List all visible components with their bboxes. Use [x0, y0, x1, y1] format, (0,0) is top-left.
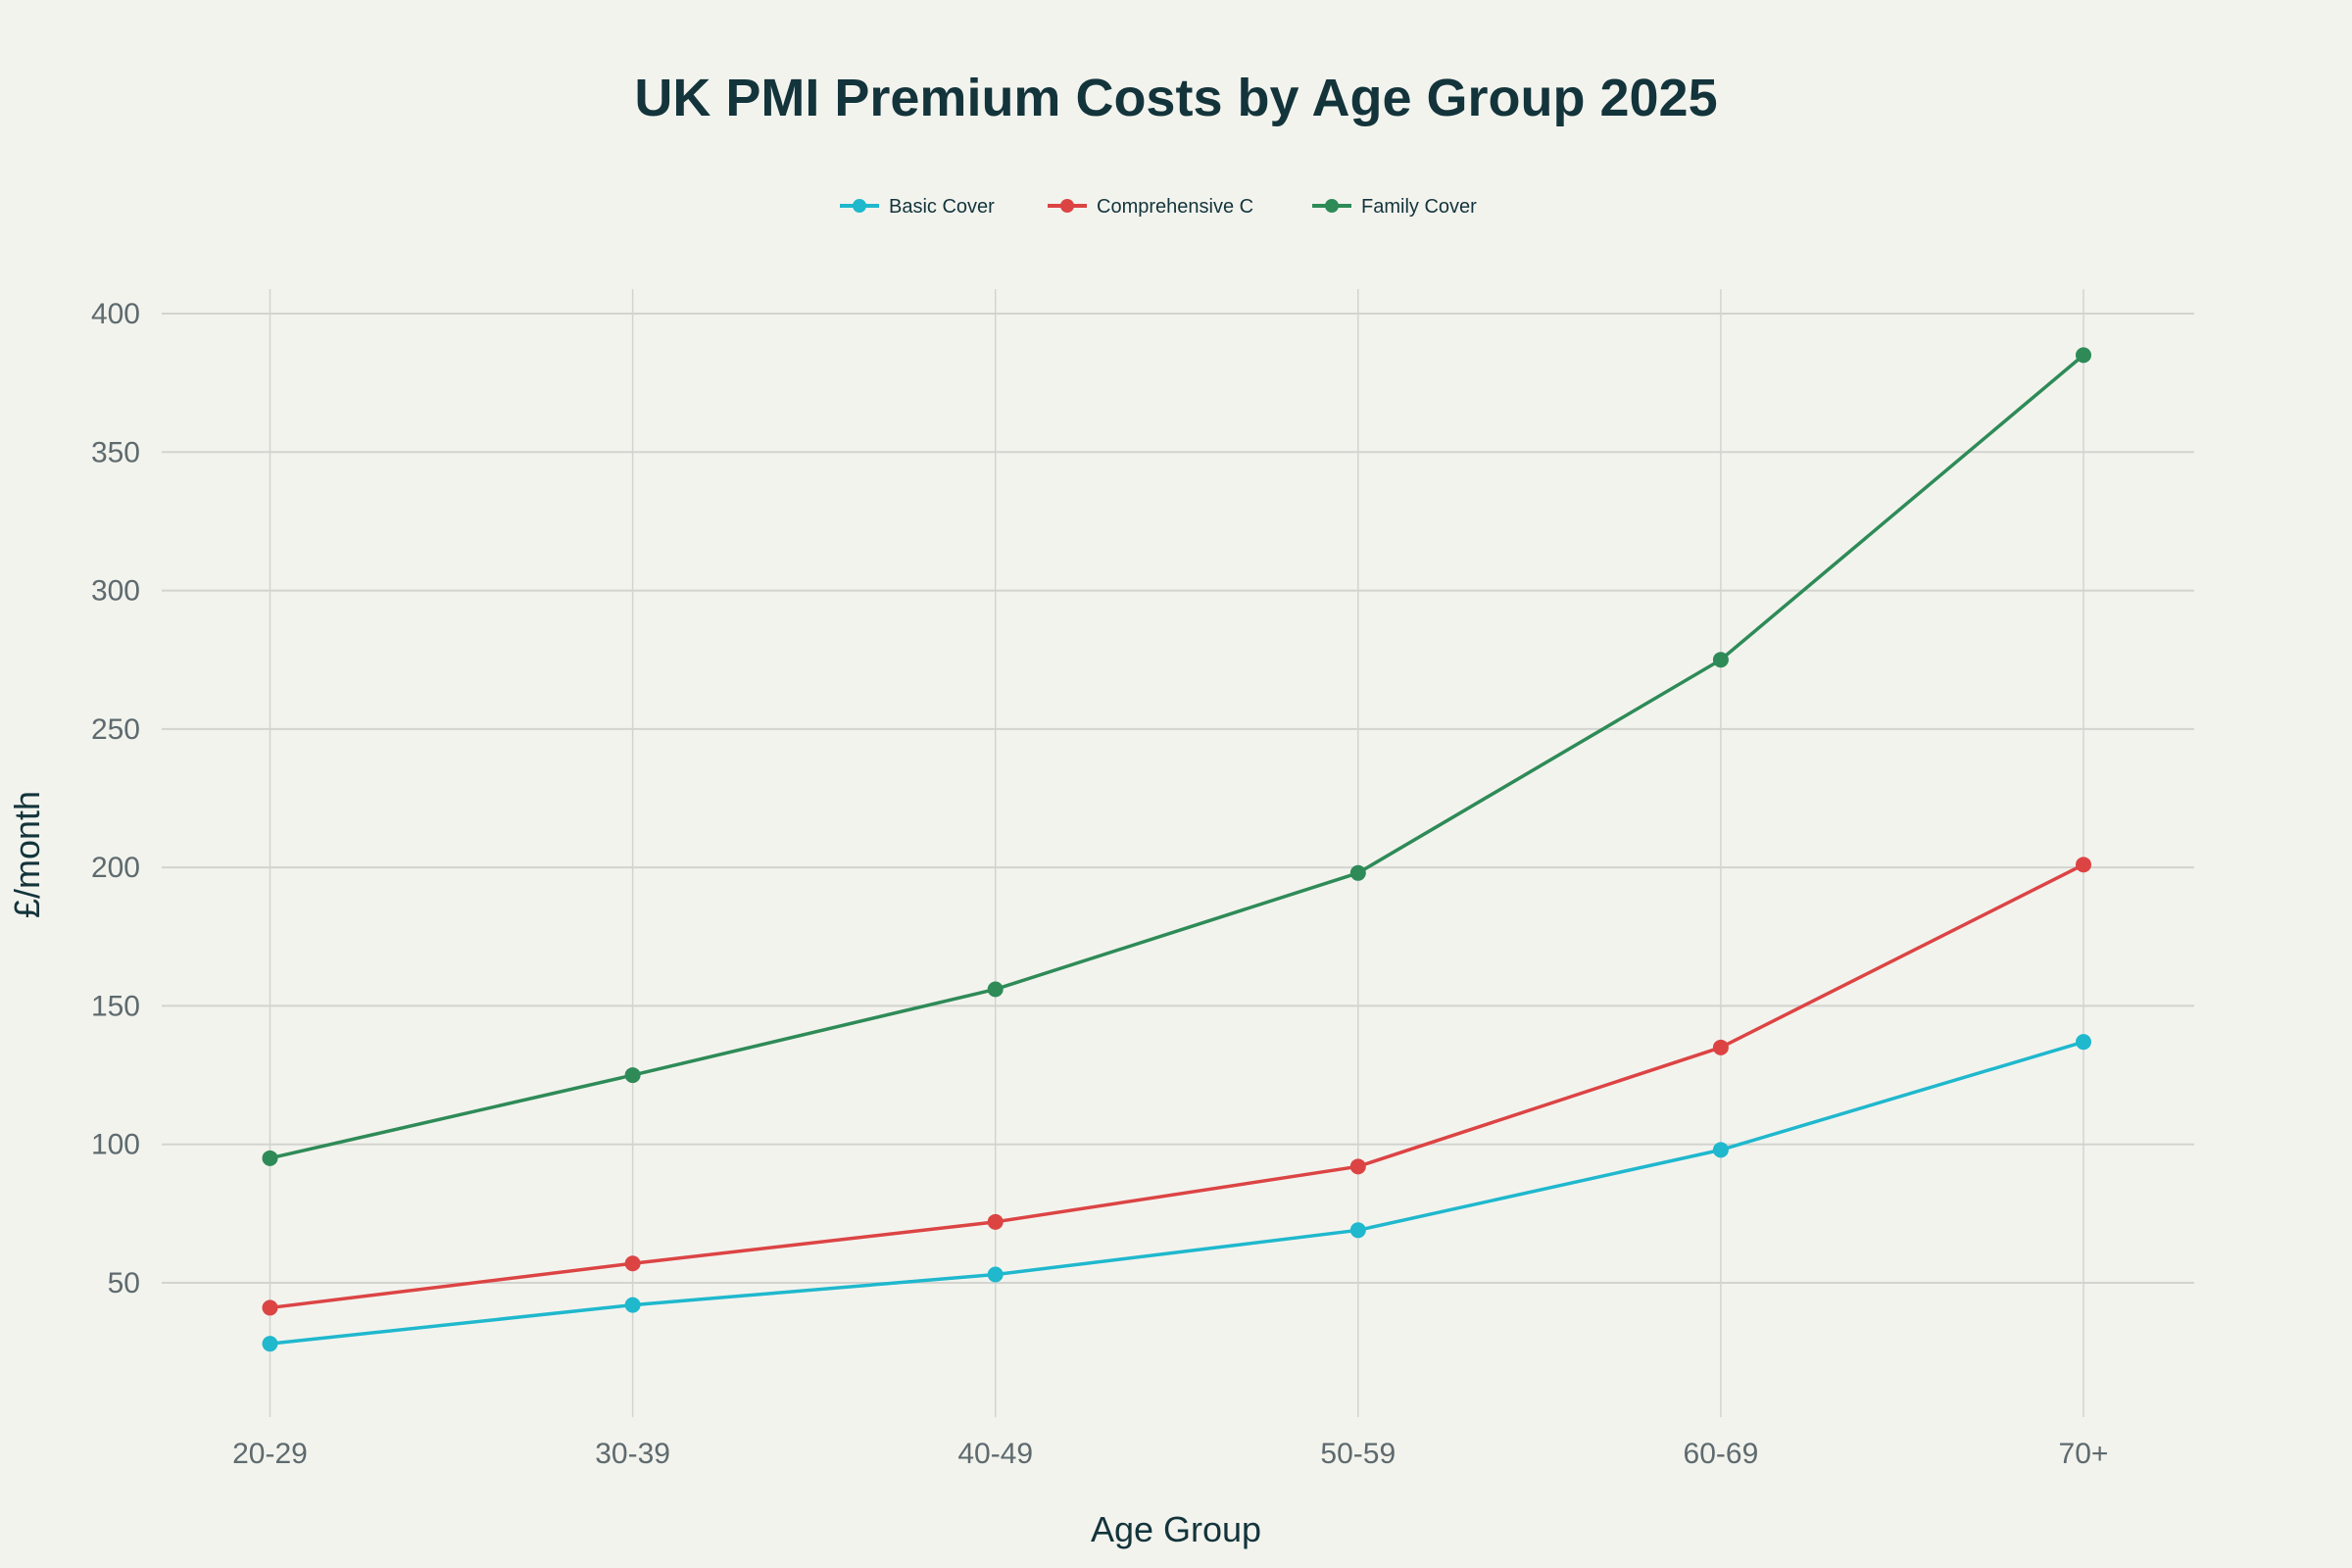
- data-point: [262, 1299, 278, 1316]
- data-point: [624, 1255, 641, 1272]
- legend: Basic Cover Comprehensive C Family Cover: [840, 196, 1477, 218]
- x-tick-label: 20-29: [232, 1438, 308, 1470]
- legend-marker-icon: [1325, 199, 1339, 213]
- legend-marker-icon: [1060, 199, 1074, 213]
- series-line: [270, 1040, 2084, 1346]
- legend-item: Family Cover: [1312, 196, 1477, 218]
- data-point: [624, 1297, 641, 1313]
- series-comprehensive-c: [262, 857, 2091, 1316]
- data-point: [262, 1150, 278, 1166]
- data-point: [1712, 652, 1729, 668]
- legend-label: Basic Cover: [889, 196, 995, 218]
- y-tick-label: 50: [108, 1267, 140, 1299]
- data-point: [987, 981, 1004, 998]
- y-axis-ticks: 50 100 150 200 250 300 350 400: [91, 298, 140, 1299]
- legend-item: Comprehensive C: [1048, 196, 1253, 218]
- chart-title: UK PMI Premium Costs by Age Group 2025: [634, 69, 1717, 127]
- data-point: [1349, 864, 1366, 881]
- data-point: [987, 1266, 1004, 1283]
- data-point: [624, 1067, 641, 1084]
- data-point: [1349, 1158, 1366, 1175]
- legend-marker-icon: [853, 199, 866, 213]
- series-line: [270, 354, 2085, 1160]
- data-point: [2076, 347, 2091, 364]
- x-tick-label: 40-49: [957, 1438, 1033, 1470]
- x-axis-title: Age Group: [1091, 1509, 1261, 1549]
- x-axis-ticks: 20-29 30-39 40-49 50-59 60-69 70+: [232, 1438, 2108, 1470]
- legend-label: Comprehensive C: [1097, 196, 1253, 218]
- y-tick-label: 300: [91, 575, 140, 608]
- y-tick-label: 100: [91, 1129, 140, 1161]
- data-point: [2076, 857, 2091, 873]
- y-axis-title: £/month: [7, 791, 47, 918]
- data-point: [2076, 1034, 2091, 1051]
- series-line: [270, 862, 2084, 1310]
- y-tick-label: 150: [91, 990, 140, 1022]
- data-point: [262, 1336, 278, 1352]
- series-basic-cover: [262, 1034, 2091, 1352]
- x-tick-label: 30-39: [595, 1438, 670, 1470]
- grid: [162, 289, 2194, 1417]
- x-tick-label: 50-59: [1320, 1438, 1396, 1470]
- x-tick-label: 70+: [2059, 1438, 2109, 1470]
- legend-item: Basic Cover: [840, 196, 995, 218]
- y-tick-label: 350: [91, 436, 140, 468]
- series-family-cover: [262, 347, 2091, 1166]
- data-point: [1349, 1222, 1366, 1239]
- data-point: [987, 1213, 1004, 1230]
- y-tick-label: 200: [91, 852, 140, 884]
- legend-label: Family Cover: [1361, 196, 1477, 218]
- y-tick-label: 250: [91, 713, 140, 746]
- data-point: [1712, 1142, 1729, 1158]
- y-tick-label: 400: [91, 298, 140, 330]
- data-point: [1712, 1039, 1729, 1055]
- series-group: [262, 347, 2091, 1352]
- x-tick-label: 60-69: [1684, 1438, 1759, 1470]
